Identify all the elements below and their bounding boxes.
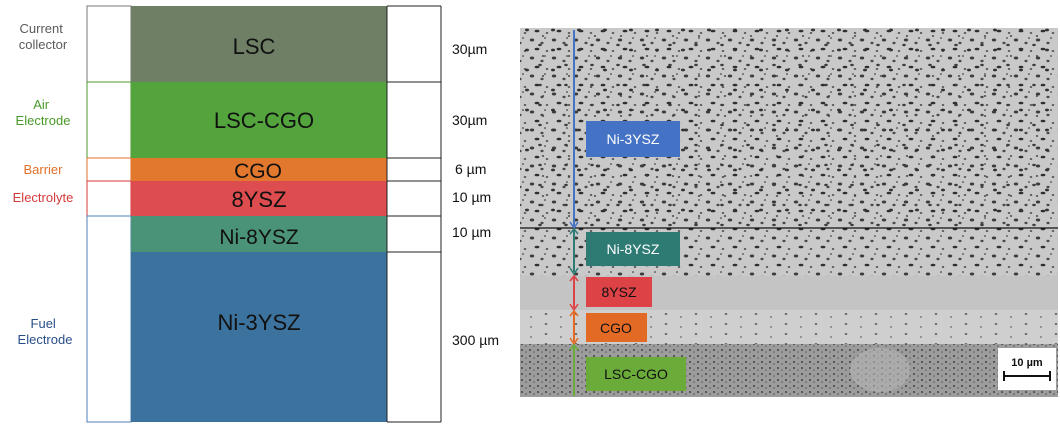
svg-text:8YSZ: 8YSZ — [601, 284, 636, 300]
layer-lsc-cgo — [131, 82, 387, 158]
fuel-electrode-bracket — [86, 215, 132, 423]
thickness-8ysz: 10 µm — [452, 189, 491, 205]
layer-lsc — [131, 6, 387, 82]
sem-label-8ysz: 8YSZ — [586, 277, 652, 307]
svg-text:LSC-CGO: LSC-CGO — [604, 366, 668, 382]
electrolyte-bracket — [86, 180, 132, 217]
sem-label-ni-8ysz: Ni-8YSZ — [586, 232, 680, 266]
layer-ni-3ysz — [131, 252, 387, 422]
air-electrode-bracket — [86, 81, 132, 159]
svg-text:Ni-3YSZ: Ni-3YSZ — [607, 131, 660, 147]
layer-ni-8ysz — [131, 216, 387, 252]
fuel-electrode-label: Fuel Electrode — [18, 316, 73, 347]
svg-text:Ni-8YSZ: Ni-8YSZ — [607, 241, 660, 257]
barrier-bracket — [86, 157, 132, 182]
layer-label-ni-8ysz: Ni-8YSZ — [219, 226, 299, 249]
scale-bar: 10 µm — [998, 348, 1056, 390]
thickness-ni-8ysz: 10 µm — [452, 224, 491, 240]
barrier-label: Barrier — [23, 162, 63, 177]
sem-label-lsc-cgo: LSC-CGO — [586, 357, 686, 391]
sem-markers — [569, 30, 579, 396]
layer-label-lsc-cgo: LSC-CGO — [214, 108, 314, 133]
layer-label-cgo: CGO — [234, 160, 282, 183]
thickness-lsc-cgo: 30µm — [452, 112, 487, 128]
sem-label-ni-3ysz: Ni-3YSZ — [586, 121, 680, 157]
layer-label-8ysz: 8YSZ — [231, 187, 286, 212]
scale-bar-label: 10 µm — [1011, 357, 1043, 369]
air-electrode-label: Air Electrode — [16, 97, 71, 128]
svg-text:CGO: CGO — [600, 320, 632, 336]
current-collector-label: Current collector — [19, 21, 68, 52]
sem-label-cgo: CGO — [586, 313, 647, 342]
thickness-cgo: 6 µm — [455, 161, 486, 177]
layer-cgo — [131, 158, 387, 181]
layer-label-lsc: LSC — [233, 34, 276, 59]
thickness-lsc: 30µm — [452, 41, 487, 57]
thickness-ni-3ysz: 300 µm — [452, 332, 499, 348]
electrolyte-label: Electrolyte — [13, 190, 74, 205]
layer-8ysz — [131, 181, 387, 216]
layer-label-ni-3ysz: Ni-3YSZ — [217, 310, 300, 335]
thickness-frame — [386, 5, 442, 423]
current-collector-bracket — [86, 5, 132, 83]
